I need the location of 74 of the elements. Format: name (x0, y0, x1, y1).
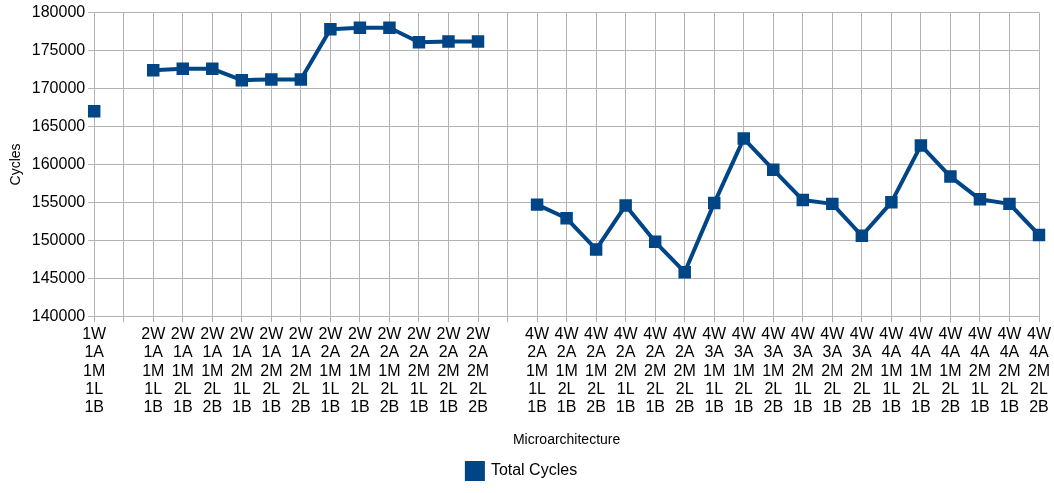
x-tick-label: 4W 3A 2M 2L 1B (820, 324, 846, 416)
x-tick-label: 4W 2A 1M 1L 1B (525, 324, 550, 416)
x-tick-label: 4W 4A 1M 2L 2B (938, 324, 964, 416)
x-axis-title: Microarchitecture (512, 431, 621, 448)
point (619, 199, 632, 212)
x-tick-label: 4W 2A 1M 2L 1B (554, 324, 580, 416)
point (589, 243, 603, 256)
point (560, 212, 573, 225)
point (87, 105, 101, 118)
x-tick-label: 4W 4A 2M 1L 1B (967, 324, 993, 416)
point (265, 73, 278, 86)
x-tick-label: 2W 2A 2M 1L 1B (406, 324, 432, 416)
y-tick-label: 160000 (31, 154, 86, 172)
point (383, 21, 396, 35)
x-tick-label: 2W 1A 2M 1L 1B (229, 324, 255, 416)
y-tick-label: 140000 (31, 306, 86, 324)
point (235, 73, 249, 87)
x-tick-label: 2W 1A 1M 2L 2B (200, 324, 226, 416)
x-tick-label: 4W 4A 2M 2L 1B (997, 324, 1023, 416)
x-tick-label: 4W 2A 2M 1L 1B (613, 324, 639, 416)
point (1003, 197, 1016, 211)
point (678, 265, 691, 279)
y-tick-label: 155000 (31, 192, 86, 210)
point (707, 196, 721, 210)
point (973, 193, 987, 206)
x-tick-label: 2W 1A 2M 2L 1B (259, 324, 285, 416)
x-tick-label: 2W 2A 2M 2L 2B (466, 324, 491, 416)
x-tick-label: 2W 2A 1M 2L 2B (377, 324, 403, 416)
point (412, 35, 426, 49)
point (206, 62, 219, 76)
point (530, 198, 544, 211)
x-tick-label: 2W 1A 2M 2L 2B (288, 324, 314, 416)
point (294, 73, 308, 86)
y-axis-title: Cycles (7, 143, 24, 186)
point (737, 132, 750, 145)
x-tick-label: 4W 3A 2M 1L 1B (790, 324, 816, 416)
y-tick-label: 175000 (31, 40, 86, 58)
x-tick-label: 4W 3A 1M 2L 1B (731, 324, 757, 416)
x-tick-label: 1W 1A 1M 1L 1B (82, 324, 108, 416)
x-tick-label: 4W 4A 1M 2L 1B (908, 324, 934, 416)
x-tick-label: 2W 1A 1M 2L 1B (170, 324, 196, 416)
point (796, 193, 810, 207)
y-tick-label: 165000 (31, 116, 86, 134)
point (442, 35, 455, 48)
point (147, 64, 160, 77)
legend-label: Total Cycles (490, 461, 578, 479)
x-tick-label: 4W 3A 1M 1L 1B (702, 324, 728, 416)
y-tick-label: 170000 (31, 78, 86, 96)
y-tick-label: 145000 (31, 268, 86, 286)
point (471, 35, 485, 48)
x-tick-label: 4W 2A 1M 2L 2B (584, 324, 610, 416)
x-tick-label: 4W 4A 2M 2L 2B (1027, 324, 1052, 416)
y-tick-label: 180000 (31, 3, 86, 21)
point (176, 62, 190, 76)
point (885, 196, 898, 209)
x-tick-label: 2W 1A 1M 1L 1B (141, 324, 167, 416)
x-tick-label: 2W 2A 1M 1L 1B (318, 324, 344, 416)
point (767, 163, 780, 176)
point (855, 229, 869, 242)
point (324, 23, 337, 36)
point (914, 139, 928, 152)
x-tick-label: 4W 2A 2M 2L 1B (643, 324, 669, 416)
x-tick-label: 2W 2A 2M 2L 1B (436, 324, 462, 416)
x-tick-label: 4W 3A 1M 2L 2B (761, 324, 787, 416)
point (826, 197, 839, 211)
x-tick-label: 4W 3A 2M 2L 2B (849, 324, 875, 416)
point (944, 170, 957, 183)
point (1032, 228, 1046, 242)
y-tick-label: 150000 (31, 230, 86, 248)
x-tick-label: 2W 2A 1M 2L 1B (347, 324, 373, 416)
x-tick-label: 4W 2A 2M 2L 2B (672, 324, 698, 416)
point (353, 21, 367, 35)
point (648, 235, 662, 249)
x-tick-label: 4W 4A 1M 1L 1B (879, 324, 905, 416)
